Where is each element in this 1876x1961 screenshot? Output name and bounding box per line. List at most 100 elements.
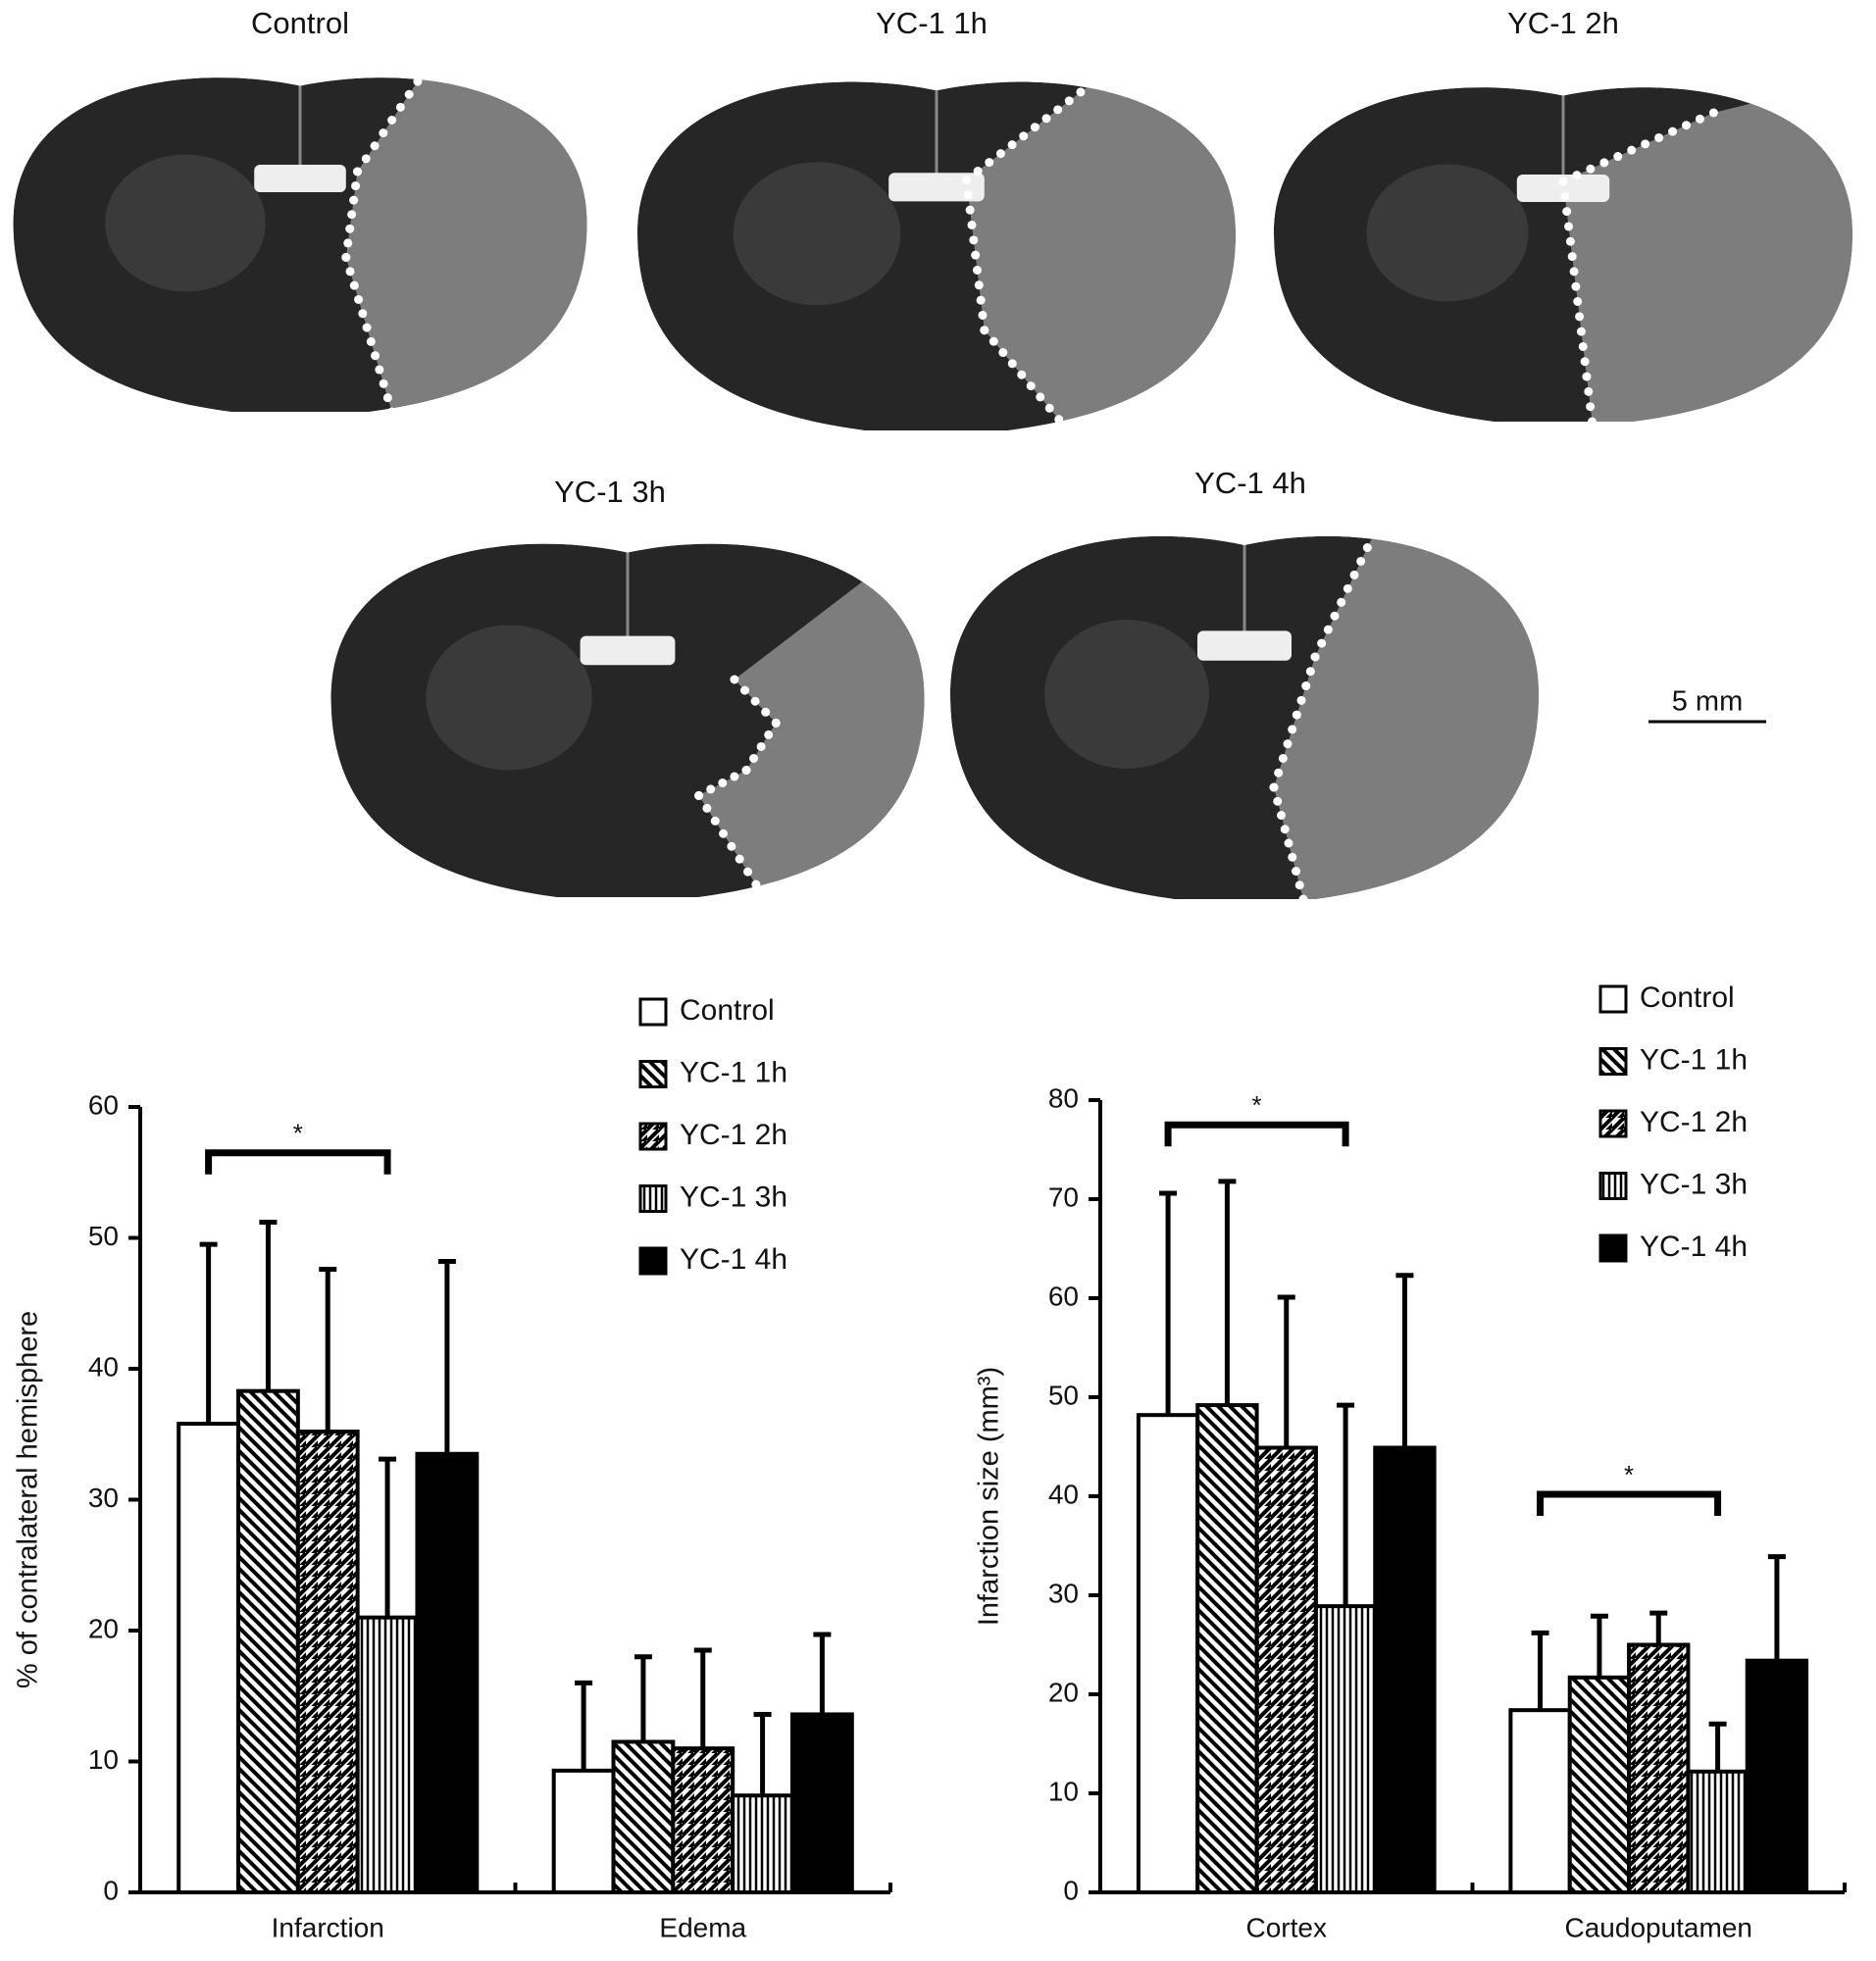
bar: [1567, 1675, 1632, 1894]
infarct-border-dot: [735, 854, 744, 864]
panel-label: Control: [251, 6, 349, 40]
legend-swatch: [638, 1246, 668, 1276]
infarct-border-dot: [1273, 796, 1283, 806]
legend-label: YC-1 2h: [680, 1119, 787, 1151]
infarct-border-dot: [989, 336, 998, 346]
bar: [236, 1388, 300, 1894]
y-axis-label: % of contralateral hemisphere: [13, 1311, 44, 1688]
infarct-border-dot: [1076, 87, 1086, 97]
infarct-border-dot: [361, 154, 371, 164]
infarct-border-dot: [965, 205, 975, 215]
infarct-border-dot: [1586, 164, 1596, 174]
brain-section: [1274, 87, 1852, 422]
brain-section: [330, 543, 925, 897]
y-tick-label: 10: [88, 1744, 119, 1775]
panel-label: YC-1 3h: [554, 475, 666, 509]
bar: [1508, 1708, 1572, 1895]
infarct-border-dot: [974, 280, 984, 290]
scale-bar-label: 5 mm: [1672, 686, 1744, 718]
legend-swatch: [1598, 1233, 1628, 1263]
infarct-region: [1274, 535, 1539, 899]
infarct-border-dot: [1026, 381, 1036, 391]
ventricle: [888, 173, 985, 202]
legend-swatch: [638, 1122, 668, 1151]
infarct-border-dot: [1627, 145, 1637, 155]
infarct-border-dot: [1053, 105, 1063, 115]
infarct-border-dot: [395, 102, 405, 112]
infarct-border-dot: [1558, 176, 1568, 186]
infarct-border-dot: [1044, 403, 1054, 413]
striatum: [426, 625, 592, 771]
infarct-border-dot: [1562, 207, 1572, 217]
infarct-border-dot: [387, 407, 397, 417]
bar: [415, 1451, 480, 1895]
bar: [1627, 1642, 1691, 1894]
legend-swatch: [638, 1060, 668, 1088]
infarct-border-dot: [379, 378, 388, 388]
infarct-border-dot: [1063, 426, 1073, 435]
infarct-border-dot: [422, 64, 431, 74]
infarct-border-dot: [749, 753, 759, 763]
infarct-border-dot: [1007, 140, 1017, 150]
infarct-region: [1563, 87, 1852, 422]
significance-label: *: [1624, 1460, 1634, 1489]
infarct-border-dot: [387, 116, 397, 125]
infarct-border-dot: [1567, 252, 1577, 262]
significance-bracket: [1537, 1490, 1722, 1516]
infarct-border-dot: [1310, 652, 1320, 662]
infarct-border-dot: [1573, 297, 1583, 306]
infarct-border-dot: [370, 141, 380, 151]
infarct-border-dot: [353, 167, 362, 176]
y-tick-label: 60: [1048, 1281, 1079, 1311]
infarct-border-dot: [978, 310, 988, 320]
infarct-border-dot: [1269, 782, 1279, 792]
infarct-border-dot: [366, 336, 376, 346]
infarct-border-dot: [706, 784, 716, 794]
bar: [1254, 1445, 1318, 1894]
panel-label: YC-1 4h: [1194, 466, 1306, 500]
infarct-border-dot: [971, 250, 981, 260]
infarct-border-dot: [1274, 768, 1284, 778]
infarct-border-dot: [351, 181, 361, 191]
ventricle: [1197, 630, 1292, 661]
infarct-border-dot: [358, 309, 368, 319]
infarct-border-dot: [719, 829, 729, 838]
infarct-border-dot: [771, 718, 781, 728]
infarct-border-dot: [741, 766, 751, 775]
infarct-border-dot: [1298, 894, 1308, 904]
bar: [731, 1793, 794, 1894]
infarct-border-dot: [1301, 681, 1311, 691]
infarct-border-dot: [1356, 556, 1366, 566]
infarct-border-dot: [375, 365, 384, 375]
ventricle: [580, 635, 676, 666]
legend-swatch: [1598, 984, 1628, 1014]
striatum: [733, 162, 901, 306]
y-tick-label: 50: [88, 1221, 119, 1251]
infarct-border-dot: [702, 803, 712, 813]
infarct-border-dot: [972, 265, 982, 275]
infarct-border-dot: [1283, 739, 1293, 749]
infarct-border-dot: [1565, 236, 1575, 246]
infarct-border-dot: [1337, 597, 1346, 607]
bar: [1686, 1769, 1749, 1895]
significance-label: *: [1252, 1090, 1262, 1120]
x-tick-label: Cortex: [1246, 1912, 1327, 1942]
infarct-border-dot: [1007, 359, 1017, 369]
infarct-border-dot: [413, 76, 423, 86]
legend-label: YC-1 3h: [1640, 1168, 1748, 1200]
infarct-border-dot: [1330, 611, 1340, 621]
infarct-border-dot: [1296, 695, 1306, 705]
y-tick-label: 0: [103, 1875, 119, 1905]
infarct-border-dot: [718, 778, 728, 787]
x-tick-label: Infarction: [272, 1912, 384, 1942]
infarct-border-dot: [1682, 121, 1692, 130]
infarct-border-dot: [1580, 357, 1590, 367]
infarct-border-dot: [1292, 710, 1301, 720]
legend-swatch: [1598, 1109, 1628, 1138]
y-axis-label: Infarction size (mm³): [974, 1367, 1005, 1626]
infarct-border-dot: [343, 238, 353, 248]
y-tick-label: 80: [1048, 1082, 1079, 1113]
y-tick-label: 60: [88, 1089, 119, 1120]
x-tick-label: Edema: [659, 1912, 746, 1942]
